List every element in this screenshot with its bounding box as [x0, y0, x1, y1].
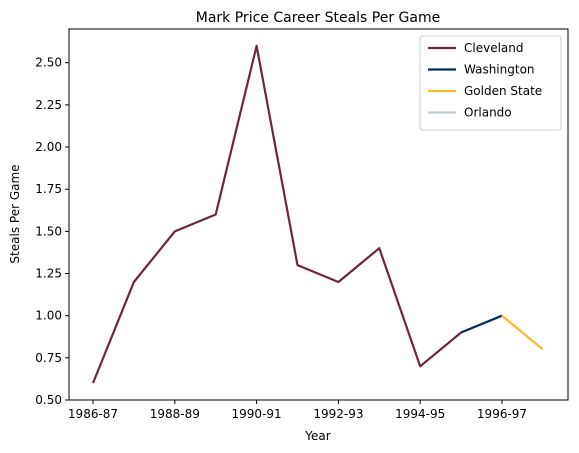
- y-tick-label-6: 2.00: [35, 140, 62, 154]
- y-tick-label-5: 1.75: [35, 182, 62, 196]
- legend-label-2: Golden State: [464, 84, 542, 98]
- x-tick-label-4: 1994-95: [395, 407, 445, 421]
- y-tick-label-0: 0.50: [35, 393, 62, 407]
- y-axis: 0.50 0.75 1.00 1.25 1.50 1.75 2.00 2.25 2.50: [35, 56, 69, 407]
- x-tick-label-2: 1990-91: [232, 407, 282, 421]
- legend-box: [419, 35, 562, 131]
- x-axis: 1986-87 1988-89 1990-91 1992-93 1994-95 1996-…: [68, 400, 527, 421]
- plot-lines: [91, 44, 544, 384]
- chart-title: Mark Price Career Steals Per Game: [196, 10, 440, 26]
- x-tick-label-1: 1988-89: [150, 407, 200, 421]
- y-tick-label-2: 1.00: [35, 309, 62, 323]
- y-tick-label-7: 2.25: [35, 98, 62, 112]
- y-tick-label-1: 0.75: [35, 351, 62, 365]
- legend-label-3: Orlando: [464, 106, 512, 120]
- series-line-1: [460, 314, 503, 334]
- x-axis-label: Year: [304, 429, 330, 443]
- x-tick-label-0: 1986-87: [68, 407, 118, 421]
- y-tick-label-8: 2.50: [35, 56, 62, 70]
- legend-label-1: Washington: [464, 63, 535, 77]
- x-tick-label-5: 1996-97: [477, 407, 527, 421]
- legend-label-0: Cleveland: [464, 41, 524, 55]
- y-tick-label-3: 1.25: [35, 267, 62, 281]
- x-tick-label-3: 1992-93: [313, 407, 363, 421]
- plot-frame: [68, 28, 569, 401]
- y-tick-label-4: 1.50: [35, 224, 62, 238]
- series-line-0: [91, 44, 462, 384]
- legend: Cleveland Washington Golden State Orlando: [419, 35, 562, 131]
- y-axis-label: Steals Per Game: [8, 164, 22, 263]
- series-line-2: [501, 314, 544, 351]
